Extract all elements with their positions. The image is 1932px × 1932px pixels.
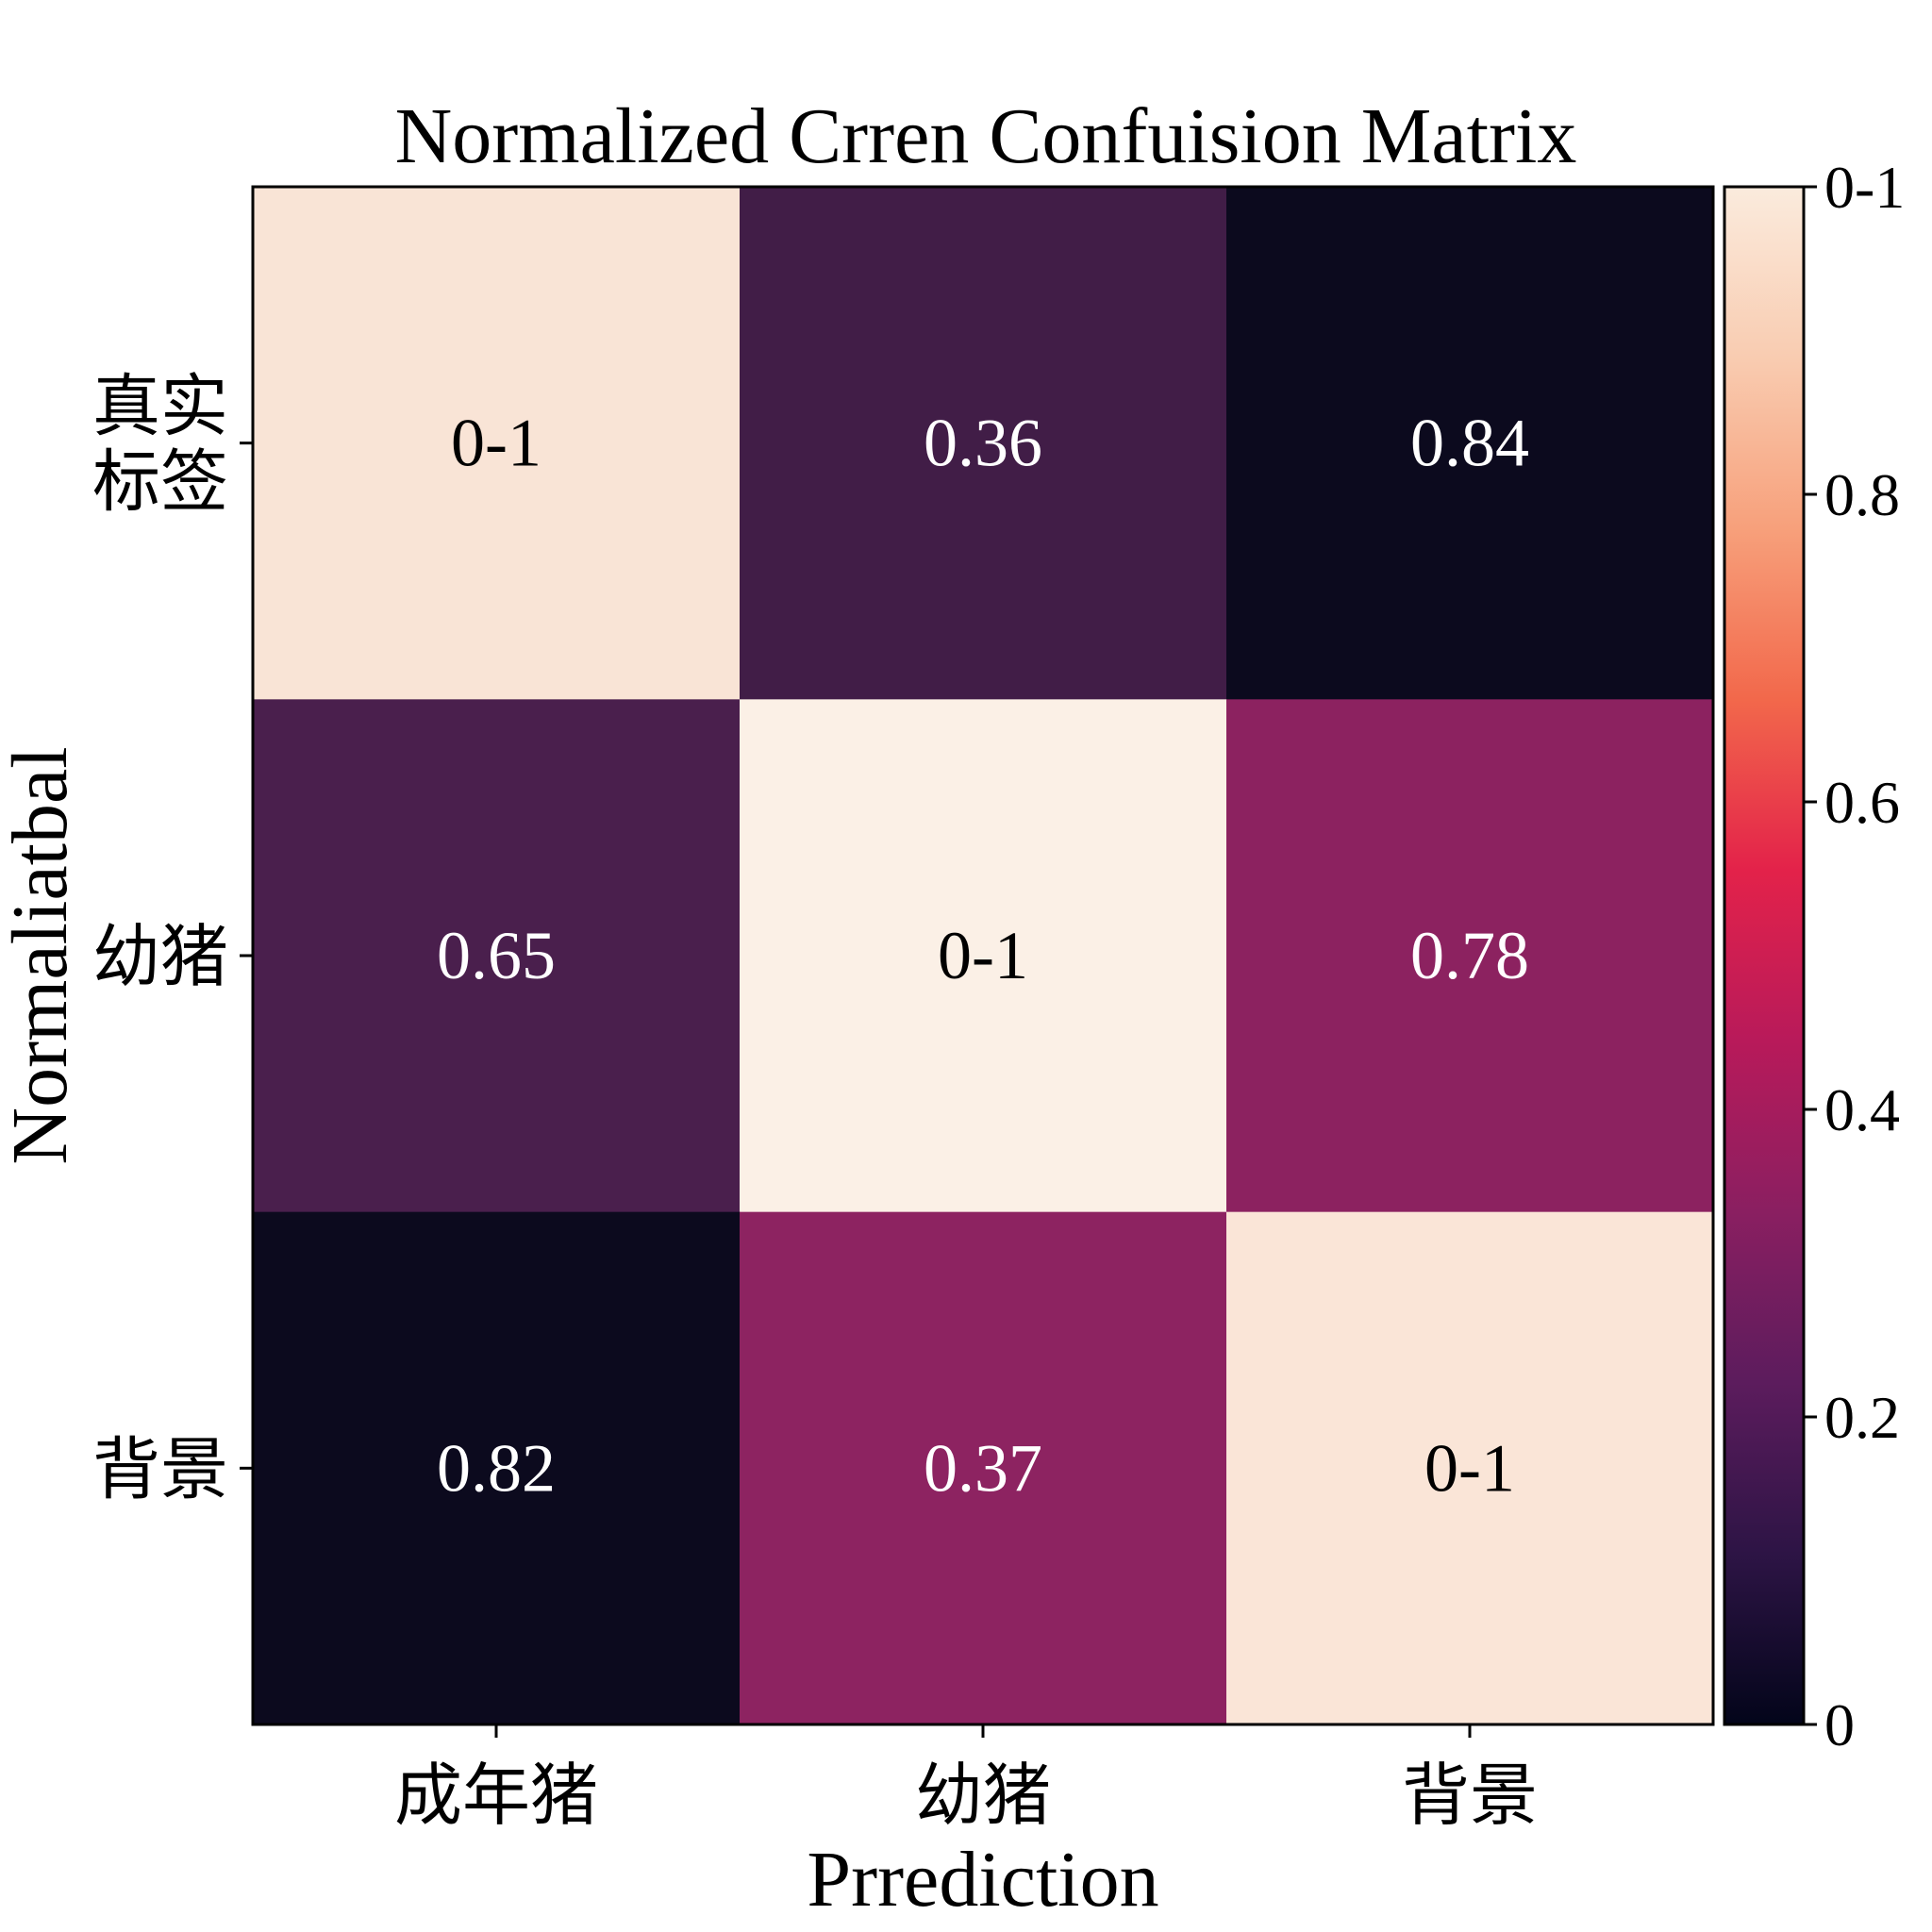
- x-tick-label: 成年猪: [394, 1758, 598, 1834]
- chart-title: Normalized Crren Confuision Matrix: [395, 92, 1577, 180]
- heatmap-cell: [1226, 1211, 1714, 1725]
- x-axis-ticks: 成年猪 幼猪 背景: [394, 1724, 1538, 1834]
- y-tick-label: 真实标签: [92, 370, 228, 521]
- heatmap-cell: [253, 699, 741, 1213]
- heatmap-cell: [740, 699, 1227, 1213]
- y-tick-label: 幼猪: [92, 920, 228, 995]
- x-tick-label: 背景: [1402, 1758, 1538, 1834]
- colorbar-tick-label: 0-1: [1824, 154, 1905, 221]
- cell-value-label: 0.37: [924, 1430, 1042, 1506]
- heatmap-cell: [1226, 699, 1714, 1213]
- colorbar-gradient: [1723, 185, 1806, 1726]
- cell-value-label: 0.78: [1410, 918, 1529, 993]
- heatmap-cell: [253, 187, 741, 700]
- colorbar: 0-1 0.8 0.6 0.4 0.2 0: [1723, 154, 1905, 1758]
- heatmap-cell: [740, 1211, 1227, 1725]
- colorbar-tick-label: 0.8: [1824, 461, 1900, 528]
- y-tick-label: 背景: [92, 1432, 228, 1507]
- x-tick-label: 幼猪: [915, 1758, 1051, 1834]
- colorbar-tick-label: 0.6: [1824, 769, 1900, 836]
- heatmap-cell: [740, 187, 1227, 700]
- colorbar-tick-label: 0.2: [1824, 1384, 1900, 1451]
- heatmap-cell: [1226, 187, 1714, 700]
- heatmap-cell: [253, 1211, 741, 1725]
- cell-value-label: 0-1: [1424, 1430, 1515, 1506]
- cell-value-label: 0-1: [938, 918, 1028, 993]
- cell-value-label: 0-1: [451, 406, 541, 481]
- y-axis-label: Normaliatbal: [0, 746, 84, 1164]
- cell-value-label: 0.36: [924, 406, 1042, 481]
- cell-value-label: 0.82: [437, 1430, 556, 1506]
- cell-value-label: 0.65: [437, 918, 556, 993]
- x-axis-label: Prrediction: [807, 1836, 1158, 1924]
- cell-value-label: 0.84: [1410, 406, 1529, 481]
- colorbar-tick-label: 0: [1824, 1691, 1855, 1758]
- heatmap-cells: 0-1 0.36 0.84 0.65 0-1 0.78 0.82 0.37 0-1: [253, 187, 1714, 1725]
- colorbar-tick-label: 0.4: [1824, 1076, 1900, 1143]
